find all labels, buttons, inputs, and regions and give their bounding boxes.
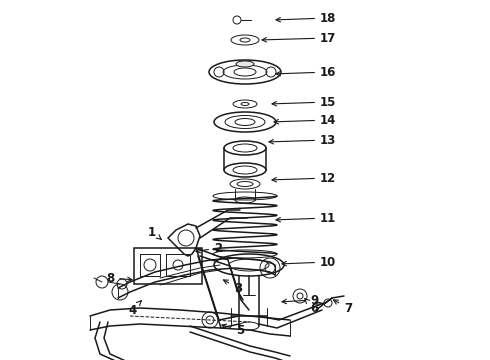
Text: 18: 18 xyxy=(276,12,336,24)
Text: 7: 7 xyxy=(334,300,352,315)
Text: 3: 3 xyxy=(223,280,242,294)
Text: 4: 4 xyxy=(128,301,141,316)
Text: 14: 14 xyxy=(274,113,336,126)
Text: 8: 8 xyxy=(106,271,132,284)
Text: 16: 16 xyxy=(276,66,336,78)
Text: 11: 11 xyxy=(276,211,336,225)
Text: 5: 5 xyxy=(222,324,244,337)
Text: 17: 17 xyxy=(262,31,336,45)
Ellipse shape xyxy=(236,61,254,67)
Text: 2: 2 xyxy=(196,242,222,255)
Text: 15: 15 xyxy=(272,95,336,108)
Text: 9: 9 xyxy=(282,293,318,306)
Bar xyxy=(134,248,202,284)
Text: 1: 1 xyxy=(148,225,161,239)
Text: 13: 13 xyxy=(269,134,336,147)
Text: 6: 6 xyxy=(305,299,318,315)
Text: 10: 10 xyxy=(282,256,336,269)
Text: 12: 12 xyxy=(272,171,336,184)
